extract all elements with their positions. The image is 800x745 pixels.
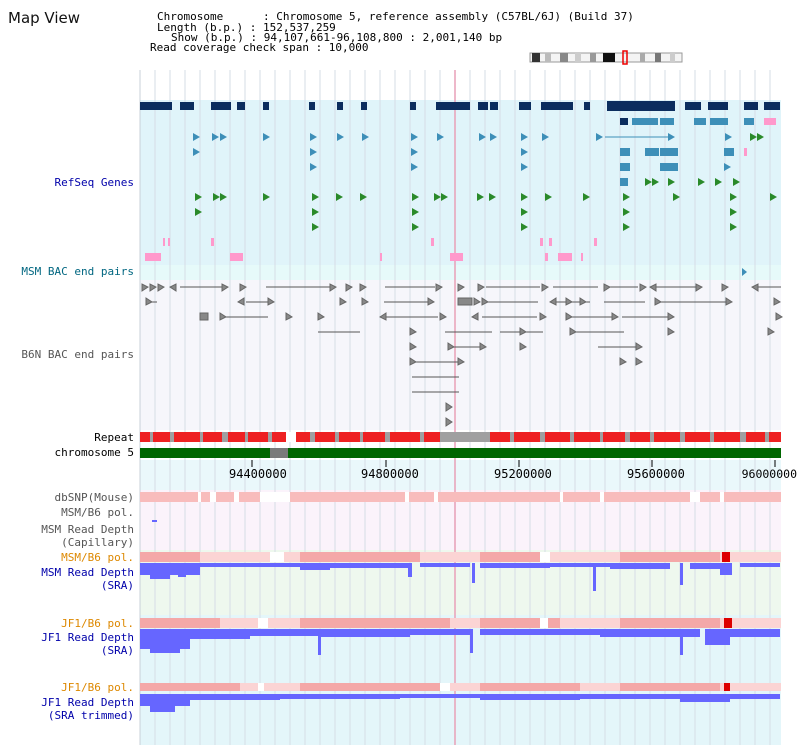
label-jf1-b6-pol-trimmed[interactable]: JF1/B6 pol. (61, 681, 134, 694)
header-chromosome: Chromosome : Chromosome 5, reference ass… (157, 10, 634, 23)
axis-tick-label: 94800000 (361, 467, 419, 481)
msm-pol-track[interactable] (140, 552, 781, 562)
repeat-gaps (150, 432, 769, 442)
dbsnp-track[interactable] (140, 492, 781, 502)
axis-ticks (251, 460, 776, 467)
label-jf1-b6-pol[interactable]: JF1/B6 pol. (61, 617, 134, 630)
label-chromosome[interactable]: chromosome 5 (54, 446, 134, 459)
label-msm-bac[interactable]: MSM BAC end pairs (21, 265, 134, 278)
axis-bg (140, 460, 781, 490)
label-msm-read-depth-sra-sub: (SRA) (100, 579, 134, 592)
msm-bac-pair (742, 268, 747, 276)
header-length: Length (b.p.) : 152,537,259 (157, 21, 336, 34)
header-coverage-span: Read coverage check span : 10,000 (150, 41, 369, 54)
axis-tick-label: 94400000 (229, 467, 287, 481)
chromosome-ideogram[interactable] (529, 50, 683, 65)
header-show: Show (b.p.) : 94,107,661-96,108,800 : 2,… (171, 31, 503, 44)
label-msm-read-depth-sra[interactable]: MSM Read Depth (41, 566, 134, 579)
page-title: Map View (8, 9, 81, 27)
label-msm-read-depth-capillary-sub: (Capillary) (61, 536, 134, 549)
chromosome-band (270, 448, 288, 458)
refseq-genes[interactable] (140, 101, 780, 261)
label-jf1-read-depth-trimmed[interactable]: JF1 Read Depth (41, 696, 134, 709)
axis-tick-label: 95600000 (627, 467, 685, 481)
jf1-trim-depth-bars (140, 694, 780, 712)
chromosome-bar[interactable] (140, 448, 781, 458)
label-msm-read-depth-capillary[interactable]: MSM Read Depth (41, 523, 134, 536)
refseq-track-bg (140, 100, 781, 265)
label-msm-b6-pol[interactable]: MSM/B6 pol. (61, 506, 134, 519)
label-jf1-read-depth-trimmed-sub: (SRA trimmed) (47, 709, 134, 722)
b6n-bac-pairs[interactable] (141, 283, 783, 427)
jf1-pol-track[interactable] (140, 618, 781, 628)
label-b6n-bac[interactable]: B6N BAC end pairs (21, 348, 134, 361)
jf1-depth-bars (140, 629, 780, 655)
label-jf1-read-depth-sra-sub: (SRA) (100, 644, 134, 657)
label-jf1-read-depth-sra[interactable]: JF1 Read Depth (41, 631, 134, 644)
jf1-pol-trim-track[interactable] (140, 683, 781, 691)
axis-tick-label: 96000000 (741, 467, 797, 481)
msm-depth-bars (140, 563, 780, 591)
label-refseq-genes[interactable]: RefSeq Genes (54, 176, 134, 189)
axis-tick-label: 95200000 (494, 467, 552, 481)
label-dbsnp[interactable]: dbSNP(Mouse) (54, 491, 134, 504)
label-repeat[interactable]: Repeat (94, 431, 134, 444)
msm-bac-track-bg (140, 265, 781, 280)
label-msm-b6-pol-sra[interactable]: MSM/B6 pol. (61, 551, 134, 564)
